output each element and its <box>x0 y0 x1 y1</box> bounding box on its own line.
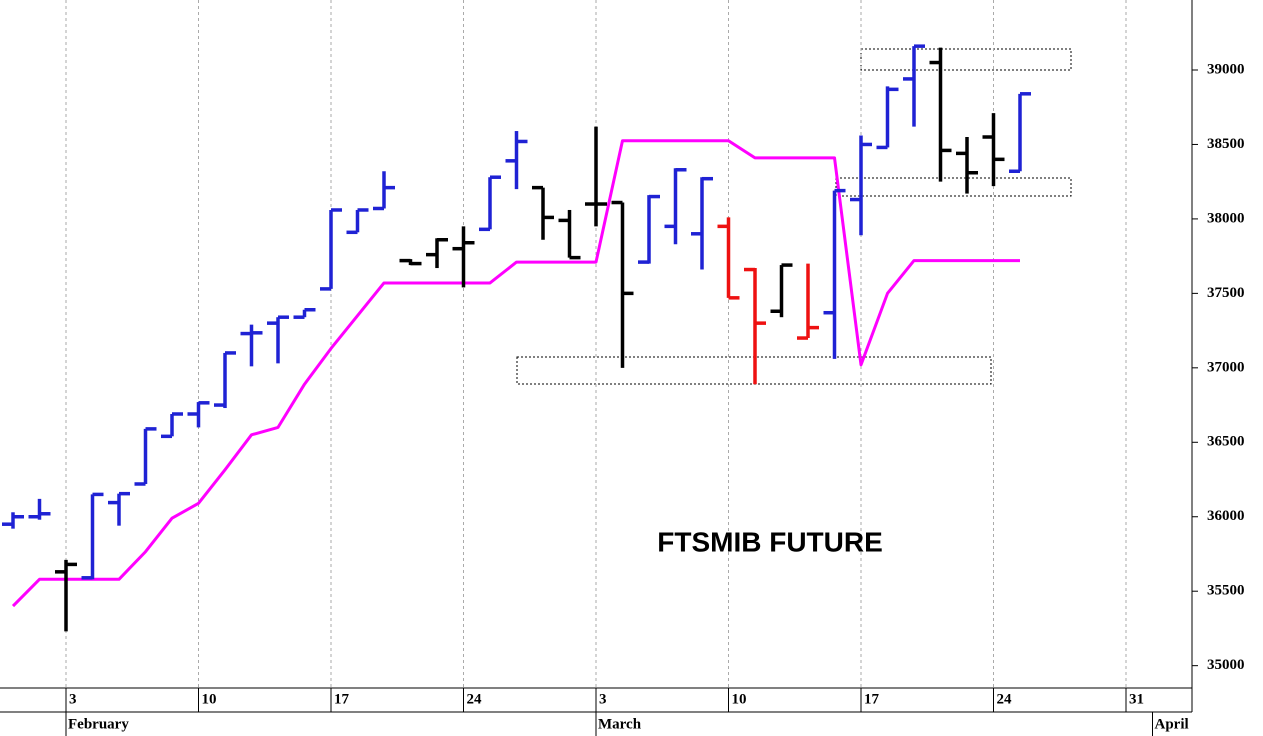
month-label: April <box>1155 716 1189 732</box>
y-tick-label: 35500 <box>1207 583 1245 599</box>
y-tick-label: 37000 <box>1207 359 1245 375</box>
y-tick-label: 36500 <box>1207 434 1245 450</box>
x-tick-label: 10 <box>732 691 747 707</box>
y-tick-label: 36000 <box>1207 508 1245 524</box>
x-tick-label: 24 <box>467 691 483 707</box>
y-tick-label: 39000 <box>1207 61 1245 77</box>
x-tick-label: 17 <box>334 691 350 707</box>
x-tick-label: 17 <box>864 691 880 707</box>
range-box <box>860 48 1072 71</box>
x-tick-label: 3 <box>599 691 607 707</box>
annotation: FTSMIB FUTURE <box>657 526 883 557</box>
y-tick-label: 37500 <box>1207 285 1245 301</box>
x-tick-label: 31 <box>1129 691 1144 707</box>
month-label: March <box>598 716 642 732</box>
x-tick-label: 24 <box>997 691 1013 707</box>
y-tick-label: 38500 <box>1207 136 1245 152</box>
indicator-line <box>11 139 1020 608</box>
y-tick-label: 35000 <box>1207 657 1245 673</box>
range-box <box>835 177 1072 197</box>
x-tick-label: 3 <box>69 691 77 707</box>
x-tick-label: 10 <box>202 691 217 707</box>
y-tick-label: 38000 <box>1207 210 1245 226</box>
month-label: February <box>68 716 129 732</box>
